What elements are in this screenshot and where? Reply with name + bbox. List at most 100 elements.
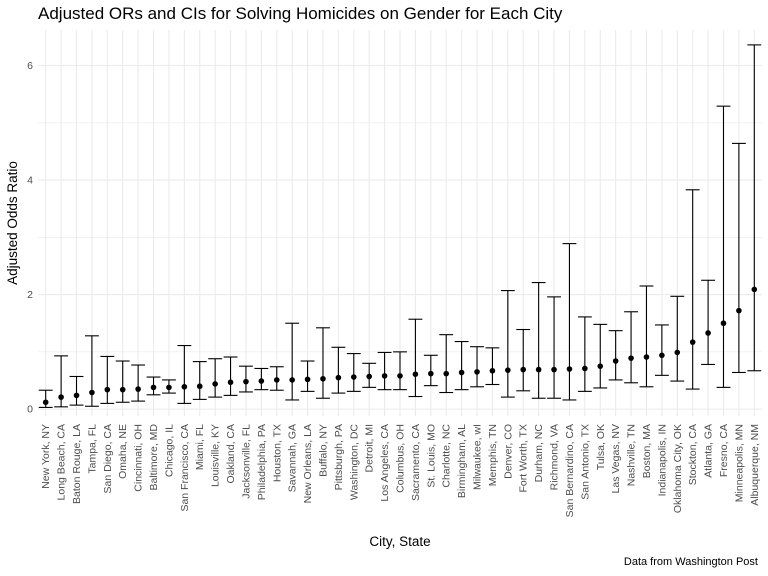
x-tick-label: Baton Rouge, LA: [71, 424, 83, 504]
error-bar: [562, 243, 577, 401]
data-point: [212, 381, 218, 387]
data-point: [443, 370, 450, 377]
data-point: [119, 386, 126, 393]
error-bar: [393, 351, 407, 391]
data-point: [135, 386, 141, 392]
error-bar: [115, 360, 130, 403]
error-bar: [300, 360, 315, 392]
x-tick-label: Pittsburgh, PA: [333, 424, 345, 490]
data-points: [42, 286, 758, 406]
error-bar: [408, 318, 423, 398]
data-point: [150, 384, 157, 391]
data-point: [104, 386, 111, 393]
data-point: [366, 373, 372, 380]
x-tick-label: Tampa, FL: [86, 424, 98, 474]
x-tick-label: Chicago, IL: [163, 424, 175, 477]
error-bar: [593, 323, 608, 389]
data-point: [689, 339, 696, 345]
chart-title: Adjusted ORs and CIs for Solving Homicid…: [38, 4, 563, 23]
x-tick-label: Tulsa, OK: [595, 424, 607, 470]
x-tick-label: Philadelphia, PA: [256, 424, 268, 500]
y-tick-label: 0: [27, 404, 33, 416]
error-bar: [285, 322, 300, 401]
y-tick-label: 6: [27, 60, 33, 72]
data-point: [489, 367, 496, 374]
data-point: [659, 352, 665, 359]
x-tick-label: Louisville, KY: [210, 424, 222, 487]
x-tick-labels: New York, NY Long Beach, CA Baton Rouge, L…: [40, 424, 761, 518]
chart-caption: Data from Washington Post: [623, 556, 758, 568]
error-bar: [223, 356, 238, 396]
x-tick-label: Cincinnati, OH: [133, 424, 145, 492]
data-point: [397, 373, 403, 379]
error-bar: [747, 44, 762, 372]
error-bar: [439, 334, 454, 394]
data-point: [304, 376, 311, 383]
data-point: [289, 377, 295, 383]
data-point: [535, 366, 542, 373]
data-point: [181, 383, 188, 390]
data-point: [751, 286, 758, 293]
data-point: [628, 355, 634, 361]
data-point: [320, 375, 326, 382]
error-bar: [531, 282, 546, 399]
error-bar: [670, 295, 685, 382]
data-point: [196, 383, 203, 390]
data-point: [720, 320, 727, 327]
error-bar: [423, 354, 438, 387]
data-point: [350, 374, 357, 380]
data-point: [705, 330, 711, 336]
x-tick-label: Long Beach, CA: [56, 424, 68, 500]
x-tick-label: Fort Worth, TX: [518, 424, 530, 492]
data-point: [42, 399, 49, 406]
data-point: [474, 369, 480, 375]
error-bar: [331, 346, 346, 394]
x-tick-label: Birmingham, AL: [456, 424, 468, 498]
y-tick-label: 2: [27, 289, 33, 301]
x-tick-label: Jacksonville, FL: [240, 424, 252, 499]
x-tick-label: Las Vegas, NV: [610, 424, 622, 493]
x-tick-label: Denver, CO: [502, 424, 514, 479]
data-point: [674, 349, 681, 356]
data-point: [428, 370, 434, 377]
error-bar: [624, 311, 638, 384]
data-point: [597, 363, 604, 369]
data-point: [412, 371, 419, 377]
x-tick-label: St. Louis, MO: [425, 424, 437, 488]
error-bar: [685, 189, 700, 390]
x-tick-label: Indianapolis, IN: [656, 424, 668, 496]
x-tick-label: Washington, DC: [348, 424, 360, 500]
data-point: [258, 378, 265, 384]
data-point: [335, 374, 342, 381]
data-point: [58, 394, 64, 400]
error-bar: [100, 355, 115, 404]
x-axis-title: City, State: [369, 534, 430, 549]
x-tick-label: Baltimore, MD: [148, 424, 160, 491]
data-point: [89, 389, 95, 396]
error-bar: [316, 327, 330, 399]
x-tick-label: Albuquerque, NM: [749, 424, 761, 506]
x-tick-label: Savannah, GA: [287, 424, 299, 492]
error-bar: [639, 285, 654, 388]
x-tick-label: Boston, MA: [641, 424, 653, 478]
x-tick-label: Memphis, TN: [487, 424, 499, 486]
data-point: [566, 366, 573, 372]
x-tick-label: Los Angeles, CA: [379, 424, 391, 502]
x-tick-label: San Francisco, CA: [179, 424, 191, 512]
data-point: [458, 369, 465, 376]
error-bar: [608, 330, 623, 381]
x-tick-label: Houston, TX: [271, 424, 283, 482]
x-tick-label: Minneapolis, MN: [733, 424, 745, 502]
error-bar: [454, 340, 469, 391]
data-point: [551, 366, 557, 373]
error-bar: [346, 353, 361, 392]
x-tick-label: San Diego, CA: [102, 424, 114, 493]
x-tick-label: Sacramento, CA: [410, 424, 422, 501]
y-axis-title: Adjusted Odds Ratio: [5, 161, 20, 285]
x-tick-label: Fresno, CA: [718, 424, 730, 477]
error-bar: [470, 346, 484, 388]
error-bar: [577, 316, 592, 392]
x-tick-label: San Antonio, TX: [579, 424, 591, 500]
error-bar: [716, 105, 731, 388]
